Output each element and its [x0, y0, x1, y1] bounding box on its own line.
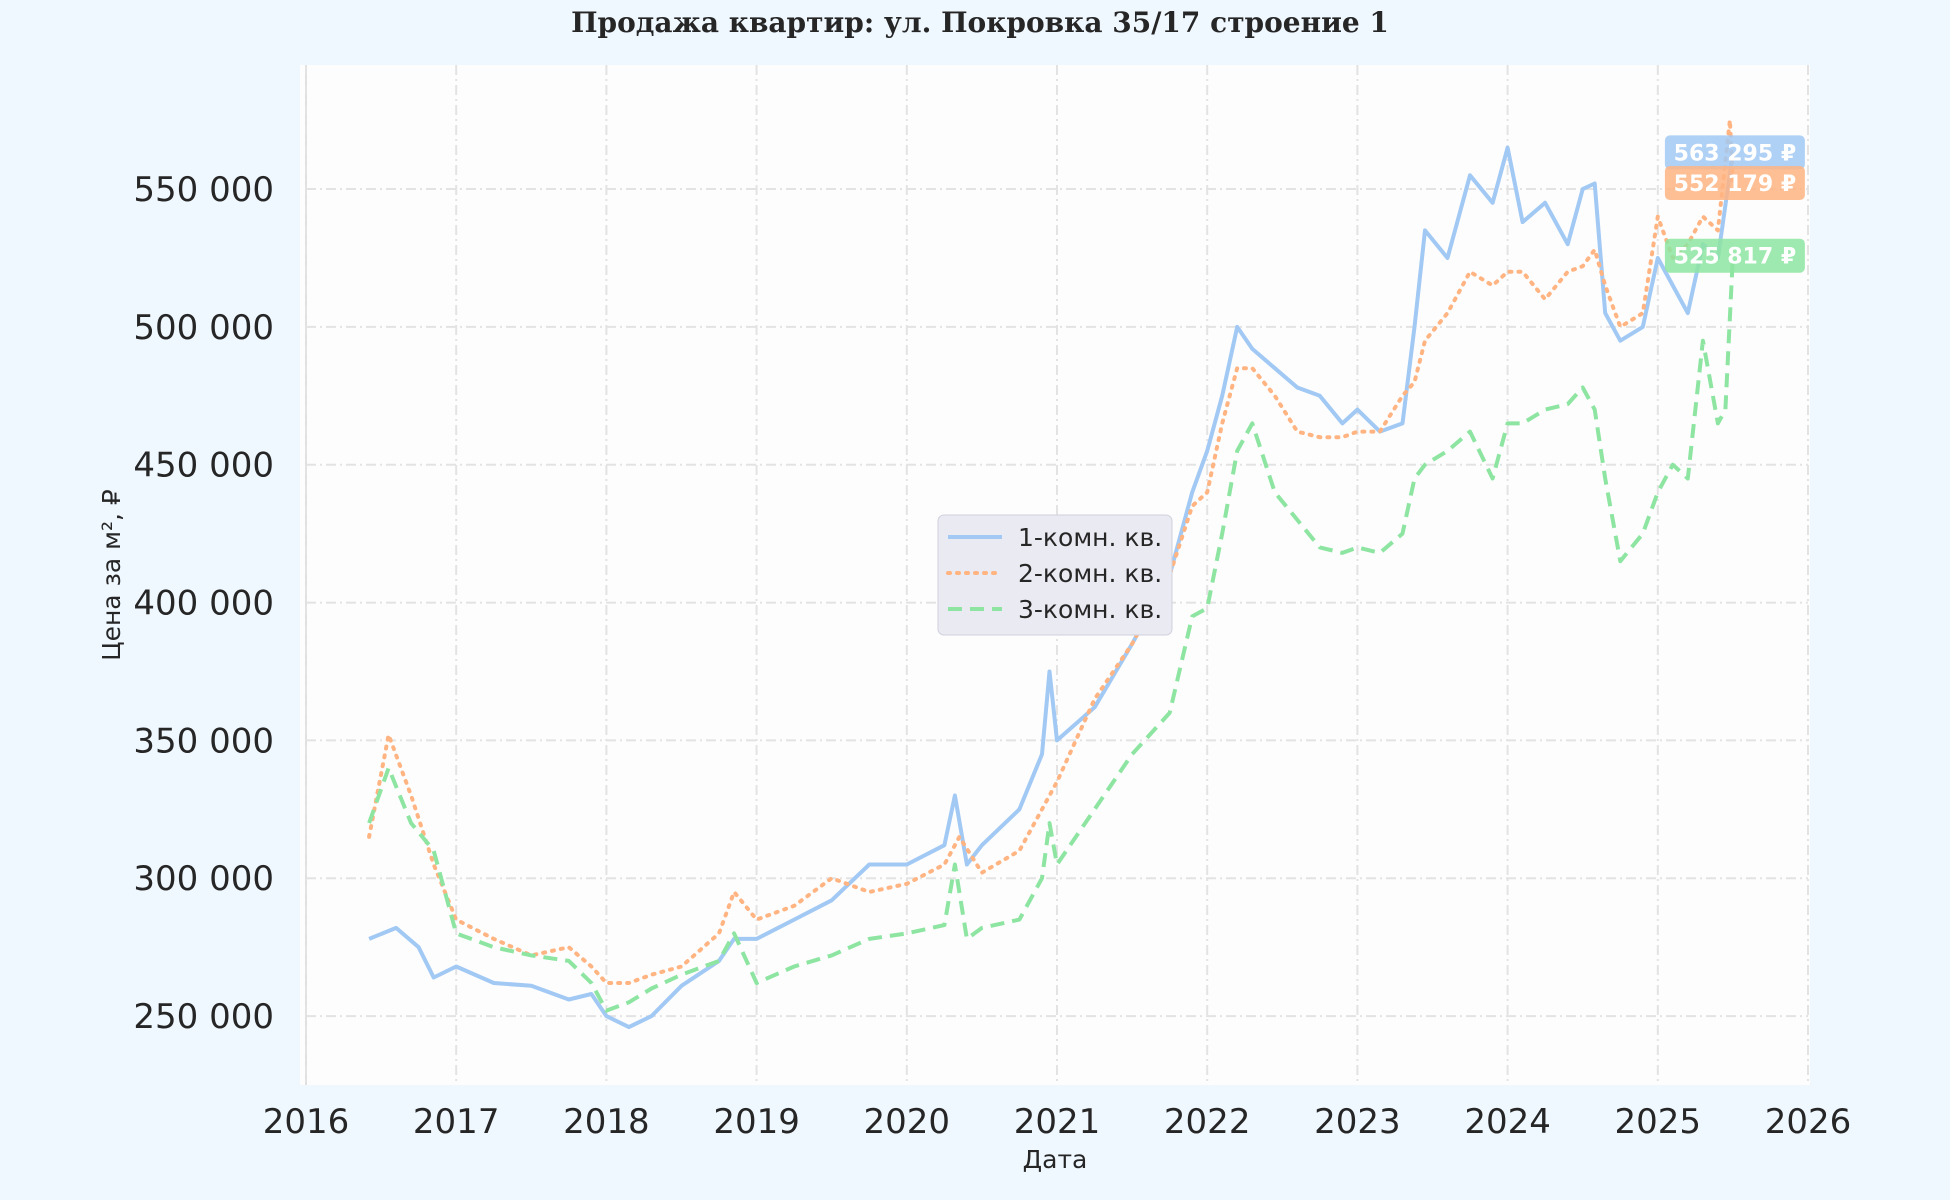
- series-line-1: [368, 145, 1735, 1030]
- x-tick-label: 2018: [563, 1102, 650, 1142]
- x-tick-label: 2021: [1014, 1102, 1101, 1142]
- series-line-2: [367, 118, 1735, 985]
- x-tick-label: 2016: [263, 1102, 350, 1142]
- end-label-2: 552 179 ₽: [1674, 172, 1796, 197]
- y-tick-label: 300 000: [133, 859, 274, 899]
- x-tick-label: 2024: [1464, 1102, 1551, 1142]
- y-tick-label: 400 000: [133, 584, 274, 624]
- x-tick-label: 2022: [1164, 1102, 1251, 1142]
- grid: [305, 65, 1809, 1085]
- end-value-labels: 563 295 ₽ 552 179 ₽ 525 817 ₽: [1664, 135, 1805, 273]
- chart-title: Продажа квартир: ул. Покровка 35/17 стро…: [571, 6, 1389, 39]
- x-tick-label: 2020: [864, 1102, 951, 1142]
- end-label-3: 525 817 ₽: [1674, 245, 1796, 270]
- y-axis-label: Цена за м², ₽: [97, 489, 126, 661]
- end-label-1: 563 295 ₽: [1674, 141, 1796, 166]
- series-lines: [367, 118, 1735, 1030]
- legend-box: [937, 514, 1173, 636]
- legend-label-3: 3-комн. кв.: [1018, 595, 1162, 624]
- x-axis-label: Дата: [1023, 1145, 1088, 1174]
- series-line-3: [367, 255, 1735, 1013]
- legend: 1-комн. кв. 2-комн. кв. 3-комн. кв.: [937, 514, 1173, 636]
- end-label-box-1: [1664, 135, 1805, 170]
- x-tick-label: 2017: [413, 1102, 500, 1142]
- legend-label-1: 1-комн. кв.: [1018, 523, 1162, 552]
- y-tick-label: 350 000: [133, 721, 274, 761]
- x-tick-label: 2026: [1765, 1102, 1852, 1142]
- y-tick-label: 500 000: [133, 308, 274, 348]
- x-tick-label: 2023: [1314, 1102, 1401, 1142]
- y-tick-label: 550 000: [133, 170, 274, 210]
- y-tick-label: 450 000: [133, 446, 274, 486]
- tick-labels: 2016 2017 2018 2019 2020 2021 2022 2023 2024 2025…: [133, 170, 1851, 1142]
- end-label-box-3: [1664, 238, 1805, 273]
- x-tick-label: 2025: [1615, 1102, 1702, 1142]
- y-tick-label: 250 000: [133, 997, 274, 1037]
- legend-label-2: 2-комн. кв.: [1018, 559, 1162, 588]
- x-tick-label: 2019: [713, 1102, 800, 1142]
- end-label-box-2: [1664, 166, 1805, 201]
